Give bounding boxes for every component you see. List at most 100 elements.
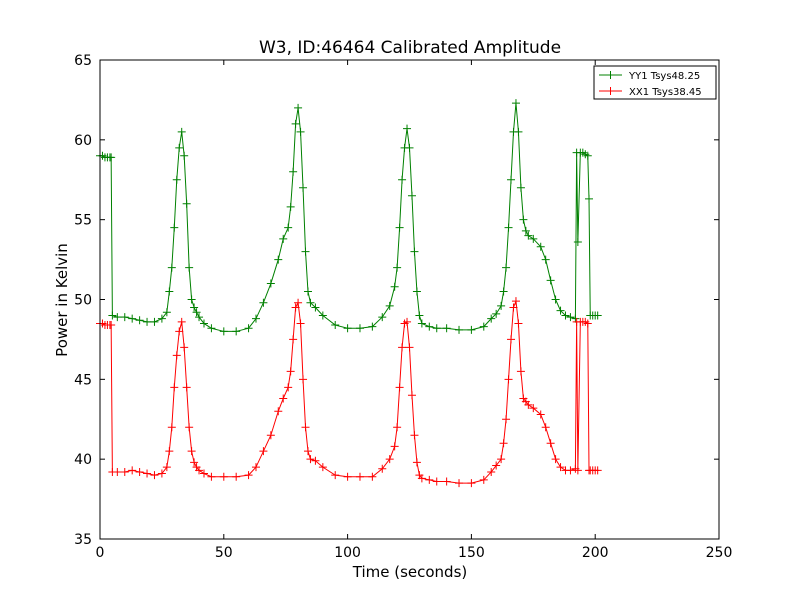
- series-line-yy1: [100, 103, 598, 332]
- data-point-yy1: [415, 311, 424, 320]
- data-point-yy1: [368, 322, 377, 331]
- data-point-yy1: [180, 151, 189, 160]
- data-point-yy1: [521, 226, 530, 235]
- data-point-yy1: [573, 238, 582, 247]
- data-point-yy1: [108, 311, 117, 320]
- data-point-xx1: [516, 367, 525, 376]
- data-point-yy1: [199, 319, 208, 328]
- x-axis-label: Time (seconds): [352, 563, 468, 581]
- data-point-yy1: [279, 234, 288, 243]
- data-point-yy1: [219, 327, 228, 336]
- data-point-xx1: [492, 461, 501, 470]
- data-point-yy1: [585, 194, 594, 203]
- data-point-yy1: [385, 301, 394, 310]
- data-point-xx1: [546, 439, 555, 448]
- data-point-yy1: [467, 325, 476, 334]
- y-tick-label: 55: [74, 213, 92, 229]
- plot-area-frame: [99, 59, 720, 540]
- data-point-xx1: [170, 383, 179, 392]
- data-point-xx1: [403, 317, 412, 326]
- data-point-xx1: [311, 456, 320, 465]
- y-tick-label: 65: [74, 53, 92, 69]
- data-point-yy1: [170, 223, 179, 232]
- data-point-yy1: [455, 325, 464, 334]
- data-point-xx1: [291, 303, 300, 312]
- data-point-xx1: [393, 423, 402, 432]
- data-point-yy1: [135, 316, 144, 325]
- data-point-yy1: [195, 313, 204, 322]
- data-point-yy1: [511, 99, 520, 108]
- data-point-xx1: [135, 467, 144, 476]
- data-point-xx1: [187, 447, 196, 456]
- data-point-yy1: [120, 313, 129, 322]
- data-point-yy1: [289, 167, 298, 176]
- data-point-xx1: [232, 472, 241, 481]
- data-point-yy1: [504, 223, 513, 232]
- data-point-xx1: [107, 321, 116, 330]
- data-point-yy1: [291, 119, 300, 128]
- x-tick-label: 250: [706, 545, 733, 561]
- data-point-yy1: [331, 321, 340, 330]
- data-point-yy1: [303, 287, 312, 296]
- data-point-xx1: [398, 343, 407, 352]
- data-point-yy1: [393, 263, 402, 272]
- data-point-yy1: [499, 287, 508, 296]
- data-point-yy1: [187, 295, 196, 304]
- data-point-yy1: [150, 317, 159, 326]
- x-tick-label: 0: [96, 545, 105, 561]
- data-point-yy1: [516, 183, 525, 192]
- data-point-yy1: [167, 263, 176, 272]
- data-point-xx1: [165, 447, 174, 456]
- data-point-xx1: [251, 463, 260, 472]
- data-point-xx1: [593, 466, 602, 475]
- data-point-xx1: [318, 463, 327, 472]
- data-point-yy1: [128, 314, 137, 323]
- data-point-yy1: [165, 287, 174, 296]
- data-point-xx1: [286, 367, 295, 376]
- data-point-yy1: [407, 191, 416, 200]
- data-point-xx1: [113, 467, 122, 476]
- data-point-xx1: [289, 335, 298, 344]
- data-point-yy1: [583, 151, 592, 160]
- y-tick-label: 60: [74, 133, 92, 149]
- data-point-yy1: [378, 313, 387, 322]
- data-point-yy1: [519, 215, 528, 224]
- data-point-xx1: [368, 472, 377, 481]
- legend: YY1 Tsys48.25 XX1 Tsys38.45: [593, 65, 717, 100]
- data-point-yy1: [529, 234, 538, 243]
- data-point-xx1: [284, 383, 293, 392]
- data-point-yy1: [172, 175, 181, 184]
- data-point-yy1: [286, 202, 295, 211]
- data-point-yy1: [514, 127, 523, 136]
- data-point-yy1: [185, 263, 194, 272]
- data-point-xx1: [172, 351, 181, 360]
- data-point-xx1: [487, 467, 496, 476]
- y-tick-label: 40: [74, 452, 92, 468]
- data-point-yy1: [551, 295, 560, 304]
- data-point-xx1: [502, 415, 511, 424]
- tick-layer: 0 50 100 150 200 250 35 40 45 50 55 60 65: [74, 53, 732, 561]
- data-point-yy1: [143, 317, 152, 326]
- data-point-xx1: [536, 410, 545, 419]
- data-point-yy1: [556, 306, 565, 315]
- data-point-xx1: [279, 394, 288, 403]
- data-point-yy1: [306, 298, 315, 307]
- data-point-xx1: [199, 469, 208, 478]
- data-point-xx1: [467, 479, 476, 488]
- data-point-yy1: [294, 103, 303, 112]
- data-point-yy1: [192, 308, 201, 317]
- data-point-yy1: [107, 153, 116, 162]
- data-point-xx1: [120, 467, 129, 476]
- data-point-xx1: [504, 375, 513, 384]
- data-point-yy1: [175, 143, 184, 152]
- data-point-yy1: [190, 303, 199, 312]
- data-point-xx1: [274, 407, 283, 416]
- legend-frame: [593, 65, 717, 100]
- data-point-yy1: [232, 327, 241, 336]
- data-point-yy1: [442, 324, 451, 333]
- data-point-yy1: [251, 314, 260, 323]
- data-point-yy1: [417, 319, 426, 328]
- y-tick-label: 45: [74, 372, 92, 388]
- data-point-xx1: [219, 472, 228, 481]
